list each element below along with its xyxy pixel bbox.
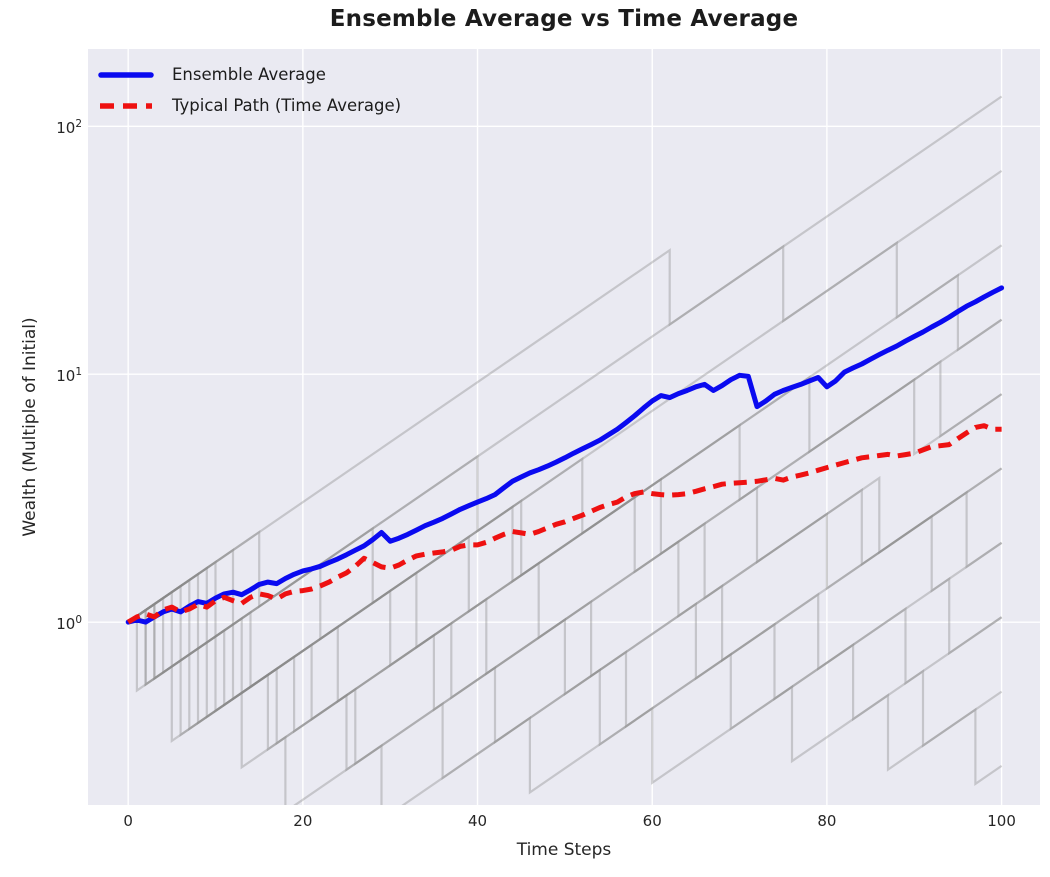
legend-label: Typical Path (Time Average) — [172, 96, 402, 115]
typical-path-line — [126, 423, 1002, 625]
y-tick-label: 101 — [56, 366, 82, 386]
individual-path-line — [127, 576, 1003, 722]
individual-path-line — [127, 377, 1003, 669]
plot-area — [88, 49, 1040, 805]
individual-path-line — [127, 514, 1003, 707]
legend-line-sample-solid — [98, 71, 154, 78]
y-axis-label: Wealth (Multiple of Initial) — [20, 317, 40, 537]
legend-item-typical-path: Typical Path (Time Average) — [97, 90, 401, 121]
ensemble-average-line — [125, 285, 1005, 625]
x-tick-label: 40 — [467, 812, 488, 830]
x-tick-label: 100 — [987, 812, 1016, 830]
x-tick-label: 20 — [293, 812, 313, 830]
individual-path-line — [127, 602, 1003, 766]
chart-title: Ensemble Average vs Time Average — [329, 6, 799, 32]
y-tick-label: 102 — [56, 118, 82, 138]
legend-item-ensemble-average: Ensemble Average — [97, 59, 401, 90]
individual-path-line — [127, 169, 1003, 624]
legend-line-sample-dashed — [100, 102, 152, 109]
legend: Ensemble Average Typical Path (Time Aver… — [97, 59, 401, 121]
individual-path-line — [127, 240, 1003, 651]
x-tick-label: 80 — [817, 812, 837, 830]
x-tick-label: 60 — [642, 812, 662, 830]
individual-path-line — [127, 467, 1003, 737]
individual-path-line — [127, 95, 1003, 624]
x-tick-label: 0 — [123, 812, 133, 830]
plot-lines-group — [125, 95, 1005, 805]
individual-path-line — [127, 490, 1003, 689]
individual-path-line — [127, 318, 1003, 695]
individual-path-line — [127, 608, 1003, 805]
individual-path-line — [127, 467, 1003, 639]
individual-path-line — [127, 359, 1003, 731]
individual-path-line — [127, 578, 1003, 781]
legend-label: Ensemble Average — [172, 65, 326, 84]
x-axis-label: Time Steps — [516, 840, 612, 860]
y-tick-label: 100 — [56, 614, 82, 634]
